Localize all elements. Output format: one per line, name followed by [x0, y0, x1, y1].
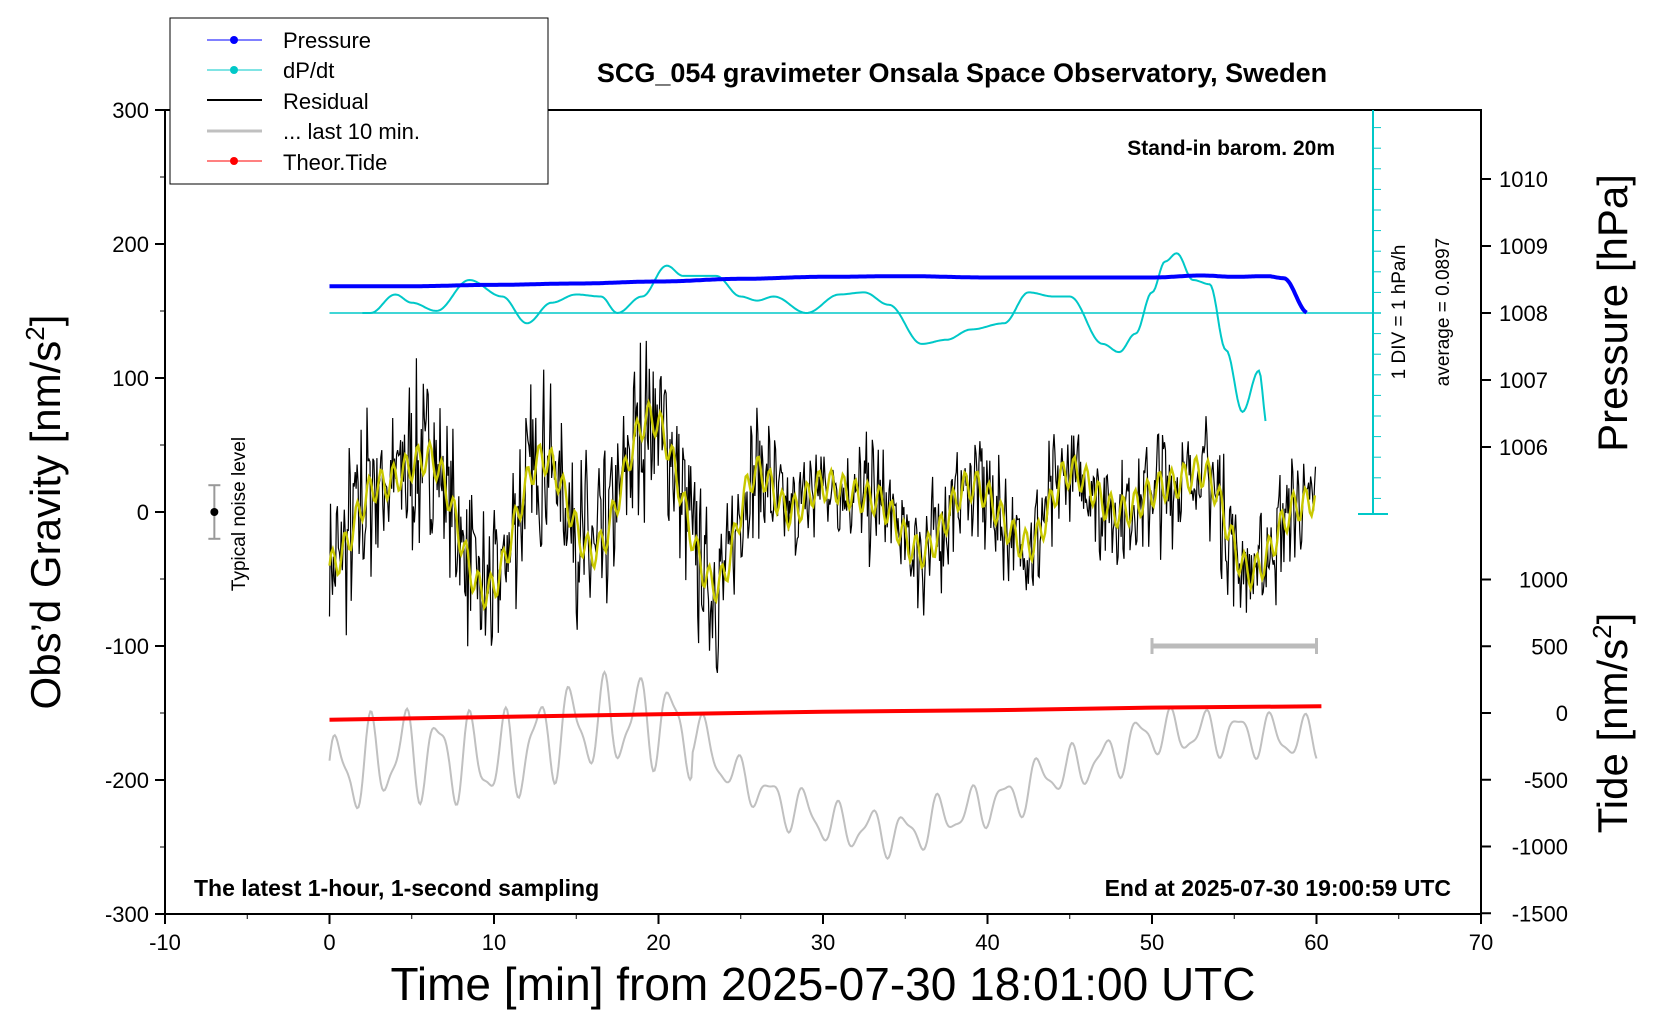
tide-axis-label-close: ] [1589, 613, 1636, 625]
x-tick-label-8: 70 [1469, 930, 1493, 955]
tide-tick-label-2: 0 [1556, 701, 1568, 726]
latest-hour-note: The latest 1-hour, 1-second sampling [194, 875, 599, 901]
smoothed-residual-line [328, 398, 1317, 612]
y-axis-label: Obs’d Gravity [nm/s2] [20, 315, 69, 710]
tide-tick-label-3: -500 [1524, 768, 1568, 793]
pressure-line [329, 273, 1308, 315]
noise-point [210, 508, 219, 516]
x-tick-label-1: 0 [323, 930, 335, 955]
legend: Pressure dP/dt Residual ... last 10 min.… [169, 17, 549, 185]
pressure-tick-label-0: 1010 [1499, 167, 1548, 192]
y-tick-label-5: -200 [105, 768, 149, 793]
x-tick-label-4: 30 [811, 930, 835, 955]
legend-dpdt-label: dP/dt [283, 58, 334, 83]
ten-minute-scale-bar [1150, 638, 1318, 654]
dpdt-scale-note: 1 DIV = 1 hPa/h [1389, 245, 1410, 380]
x-tick-label-6: 50 [1140, 930, 1164, 955]
legend-tide-marker [230, 157, 238, 165]
x-tick-label-5: 40 [975, 930, 999, 955]
chart-title: SCG_054 gravimeter Onsala Space Observat… [597, 58, 1327, 88]
legend-last10-label: ... last 10 min. [283, 119, 420, 144]
x-tick-label-3: 20 [646, 930, 670, 955]
x-axis-label: Time [min] from 2025-07-30 18:01:00 UTC [391, 958, 1256, 1010]
tide-axis-label-superscript: 2 [1587, 624, 1617, 638]
noise-level-note: Typical noise level [229, 437, 250, 591]
pressure-tick-label-4: 1006 [1499, 435, 1548, 460]
y-tick-label-0: 300 [112, 98, 149, 123]
legend-tide-label: Theor.Tide [283, 150, 387, 175]
pressure-axis-label: Pressure [hPa] [1589, 174, 1636, 452]
tide-tick-label-4: -1000 [1512, 835, 1568, 860]
legend-pressure-marker [230, 36, 238, 44]
dpdt-scale-axis [329, 110, 1388, 515]
tide-tick-label-1: 500 [1531, 634, 1568, 659]
dpdt-series [362, 252, 1267, 422]
noise-level-marker [208, 484, 221, 540]
y-axis-label-superscript: 2 [20, 326, 50, 340]
x-axis-ticks: -10 0 10 20 30 40 50 60 70 [149, 914, 1493, 955]
y-tick-label-4: -100 [105, 634, 149, 659]
x-tick-label-0: -10 [149, 930, 181, 955]
y-tick-label-2: 100 [112, 366, 149, 391]
end-time-note: End at 2025-07-30 19:00:59 UTC [1105, 875, 1451, 901]
y-tick-label-6: -300 [105, 902, 149, 927]
tide-axis-label: Tide [nm/s2] [1587, 613, 1636, 834]
last-10-min-line [328, 670, 1318, 860]
legend-dpdt-marker [230, 66, 238, 74]
x-tick-label-2: 10 [482, 930, 506, 955]
pressure-tick-label-2: 1008 [1499, 301, 1548, 326]
pressure-series [329, 273, 1308, 315]
barometer-note: Stand-in barom. 20m [1127, 137, 1335, 160]
pressure-tick-label-1: 1009 [1499, 234, 1548, 259]
tide-axis-ticks: 1000 500 0 -500 -1000 -1500 [1481, 568, 1568, 926]
tide-tick-label-5: -1500 [1512, 901, 1568, 926]
tide-line [329, 704, 1322, 722]
dpdt-line [362, 252, 1267, 422]
y-axis-label-close: ] [22, 315, 69, 327]
last-10-min-series [328, 670, 1318, 860]
y-tick-label-3: 0 [137, 500, 149, 525]
y-tick-label-1: 200 [112, 232, 149, 257]
y-axis-ticks: 300 200 100 0 -100 -200 -300 [105, 98, 165, 927]
pressure-axis-ticks: 1010 1009 1008 1007 1006 [1481, 167, 1548, 460]
tide-tick-label-0: 1000 [1519, 568, 1568, 593]
x-tick-label-7: 60 [1304, 930, 1328, 955]
dpdt-average-note: average = 0.0897 [1433, 238, 1454, 386]
pressure-tick-label-3: 1007 [1499, 368, 1548, 393]
theoretical-tide-series [329, 704, 1322, 722]
legend-pressure-label: Pressure [283, 28, 371, 53]
legend-residual-label: Residual [283, 89, 369, 114]
smoothed-residual-series [328, 398, 1317, 612]
